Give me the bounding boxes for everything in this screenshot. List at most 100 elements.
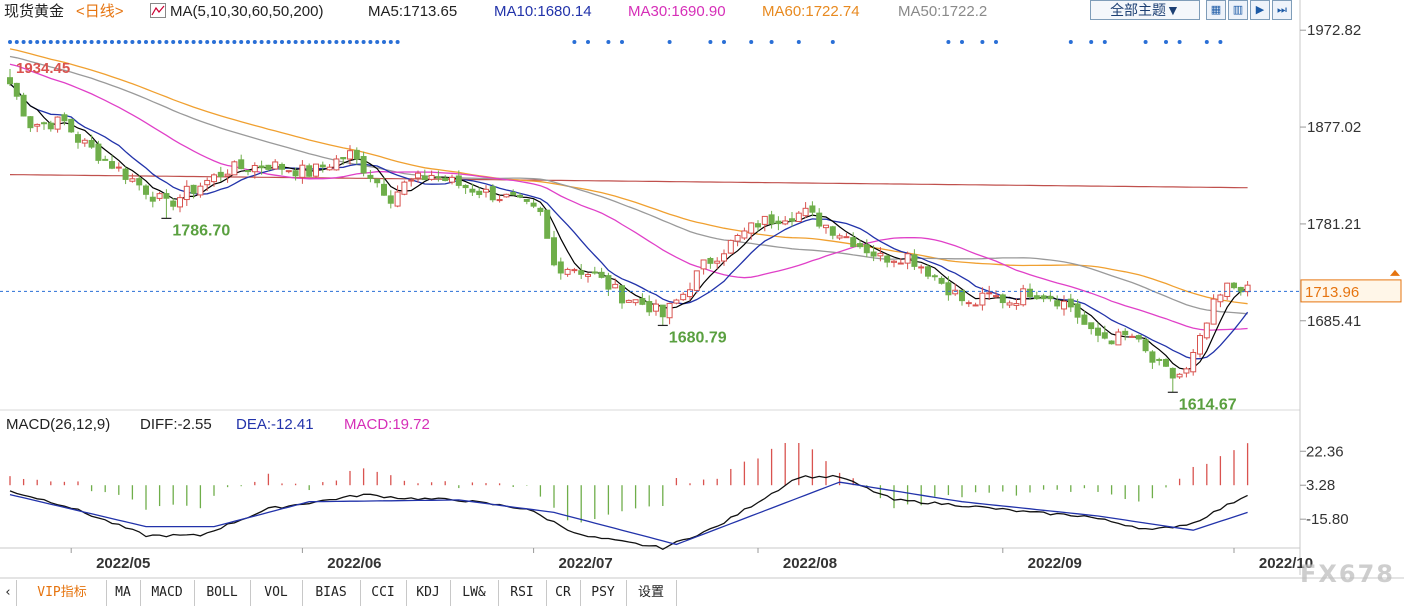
- tab-lw[interactable]: LW&: [450, 580, 499, 606]
- candle-body: [755, 223, 761, 228]
- candle-body: [122, 168, 129, 180]
- signal-dot: [796, 40, 801, 44]
- candle-body: [1176, 373, 1183, 378]
- tab-bias[interactable]: BIAS: [302, 580, 361, 606]
- candle-body: [435, 176, 442, 179]
- signal-dot: [191, 40, 196, 44]
- candle-body: [251, 164, 258, 173]
- signal-dot: [178, 40, 182, 44]
- candle-body: [442, 177, 449, 182]
- candle-body: [863, 244, 870, 254]
- candle-body: [1061, 300, 1067, 310]
- signal-dot: [130, 40, 135, 44]
- period-selector[interactable]: <日线>: [76, 3, 124, 20]
- candle-body: [170, 200, 177, 207]
- candle-body: [496, 199, 503, 202]
- ma5-value: MA5:1713.65: [368, 3, 458, 20]
- signal-dot: [76, 40, 80, 44]
- tab-rsi[interactable]: RSI: [498, 580, 547, 606]
- signal-dot: [252, 40, 257, 44]
- candle-body: [1020, 288, 1027, 306]
- candle-body: [61, 114, 68, 122]
- grid-view-icon[interactable]: ▦: [1206, 0, 1226, 20]
- candle-body: [197, 185, 204, 196]
- date-tick-label: 2022/05: [96, 555, 150, 572]
- tab-设置[interactable]: 设置: [626, 580, 677, 606]
- candle-body: [809, 205, 816, 213]
- candle-body: [680, 293, 687, 301]
- candle-body: [258, 165, 265, 169]
- candle-body: [333, 158, 340, 171]
- candle-body: [891, 260, 897, 263]
- date-tick-label: 2022/10: [1259, 555, 1313, 572]
- macd-dea-value: DEA:-12.41: [236, 416, 314, 433]
- candle-body: [41, 122, 47, 125]
- theme-dropdown-button[interactable]: 全部主题▼: [1090, 0, 1200, 20]
- macd-tick-label: -15.80: [1306, 511, 1349, 528]
- candle-body: [523, 199, 530, 202]
- signal-dot: [259, 40, 264, 44]
- step-forward-icon[interactable]: ▶: [1250, 0, 1270, 20]
- signal-dot: [1102, 40, 1107, 44]
- candle-body: [483, 188, 489, 193]
- tab-kdj[interactable]: KDJ: [406, 580, 451, 606]
- candle-body: [421, 175, 428, 181]
- candle-body: [959, 289, 965, 302]
- candle-body: [319, 164, 326, 168]
- candle-body: [836, 235, 843, 239]
- candle-body: [408, 179, 415, 182]
- tab-cr[interactable]: CR: [546, 580, 581, 606]
- candle-body: [1067, 298, 1074, 308]
- candle-body: [394, 191, 401, 207]
- candle-body: [163, 193, 170, 199]
- candle-body: [1183, 368, 1190, 374]
- signal-dot: [1143, 40, 1148, 44]
- candle-body: [517, 194, 523, 198]
- tab-cci[interactable]: CCI: [360, 580, 407, 606]
- price-tick-label: 1972.82: [1307, 22, 1361, 39]
- candle-body: [190, 184, 197, 194]
- signal-dot: [1164, 40, 1168, 44]
- signal-dot: [960, 40, 964, 44]
- candle-body: [1074, 303, 1081, 318]
- skip-end-icon[interactable]: ⏭: [1272, 0, 1292, 20]
- tab-macd[interactable]: MACD: [140, 580, 195, 606]
- candle-body: [537, 207, 544, 213]
- candle-body: [768, 214, 775, 225]
- candle-body: [143, 185, 149, 195]
- signal-dot: [218, 40, 223, 44]
- price-alert-icon: [1390, 269, 1400, 276]
- signal-dot: [830, 40, 835, 44]
- low-label: 1786.70: [172, 222, 230, 239]
- candle-body: [428, 174, 435, 180]
- signal-dot: [184, 40, 189, 44]
- panel-view-icon[interactable]: ▥: [1228, 0, 1248, 20]
- candle-body: [462, 184, 469, 189]
- signal-dot: [1089, 40, 1094, 44]
- candle-body: [857, 243, 863, 248]
- signal-dot: [110, 40, 114, 44]
- tab-psy[interactable]: PSY: [580, 580, 627, 606]
- tab-boll[interactable]: BOLL: [194, 580, 251, 606]
- tab-vol[interactable]: VOL: [250, 580, 303, 606]
- signal-dot: [606, 40, 611, 44]
- tab-vip指标[interactable]: VIP指标: [18, 580, 107, 606]
- candle-body: [20, 94, 27, 117]
- candle-body: [367, 174, 374, 179]
- signal-dot: [395, 40, 400, 44]
- signal-dot: [708, 40, 713, 44]
- candle-body: [544, 209, 551, 239]
- candle-body: [1081, 314, 1088, 325]
- signal-dot: [314, 40, 318, 44]
- candle-body: [1108, 340, 1115, 345]
- signal-dot: [62, 40, 67, 44]
- candle-body: [952, 289, 959, 295]
- signal-dot: [1068, 40, 1073, 44]
- candle-body: [727, 239, 734, 254]
- tab-ma[interactable]: MA: [106, 580, 141, 606]
- signal-dot: [21, 40, 26, 44]
- candle-body: [598, 271, 605, 278]
- candle-body: [578, 270, 585, 275]
- tabs-scroll-left[interactable]: ‹: [0, 580, 17, 606]
